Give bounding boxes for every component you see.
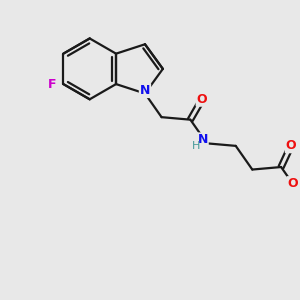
Text: O: O xyxy=(286,139,296,152)
Text: H: H xyxy=(192,141,200,151)
Text: O: O xyxy=(287,177,298,190)
Text: N: N xyxy=(197,134,208,146)
Text: N: N xyxy=(140,84,150,97)
Text: O: O xyxy=(196,93,207,106)
Text: F: F xyxy=(48,78,57,91)
